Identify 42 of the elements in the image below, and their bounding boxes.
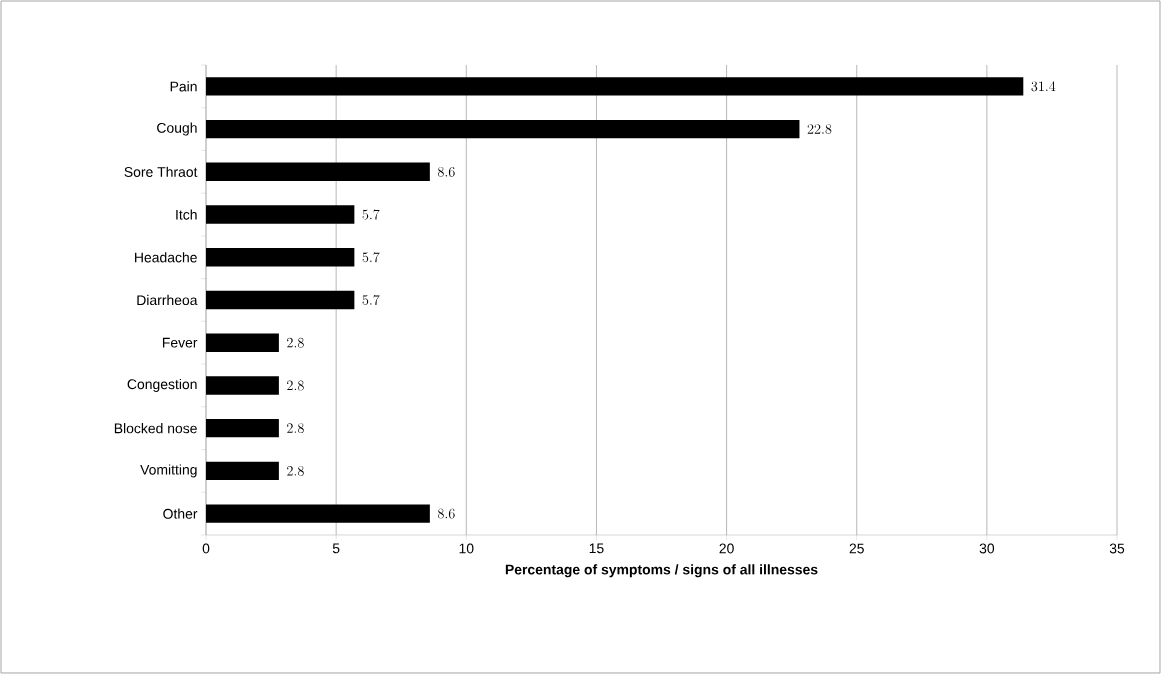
bar [206,504,430,523]
y-tick-label: Other [163,508,198,519]
y-tick-label: Itch [176,209,197,220]
x-tick-label: 0 [202,543,210,554]
bar [206,376,279,395]
y-tick-label: Blocked nose [114,423,197,434]
x-tick-label: 20 [719,543,734,554]
y-tick-label: Diarrheoa [137,294,198,306]
bar [206,162,430,181]
y-tick-label: Fever [162,337,198,348]
x-tick-label: 35 [1109,543,1125,554]
bar [206,119,800,139]
y-tick-label: Vomitting [140,464,197,478]
data-label: 5.7 [362,209,380,220]
bar [206,290,355,310]
bar [206,77,1024,96]
data-label: 8.6 [437,166,455,177]
data-label: 5.7 [362,294,380,305]
y-tick-label: Sore Thraot [124,166,198,177]
x-tick-label: 30 [979,543,995,554]
x-tick-label: 15 [589,543,604,554]
x-tick-label: 10 [459,543,474,554]
y-tick-label: Congestion [127,378,197,392]
y-tick-label: Headache [135,252,197,263]
x-tick-label: 5 [332,543,340,554]
bar [206,248,355,267]
bar [206,333,279,352]
data-label: 2.8 [287,423,304,434]
data-label: 22.8 [807,124,832,134]
data-label: 8.6 [437,508,455,519]
bar [206,205,355,224]
x-tick-label: 25 [849,543,864,554]
y-tick-label: Pain [170,81,197,92]
data-label: 31 .4 [1031,81,1056,92]
bar [206,461,279,481]
data-label: 5.7 [362,252,380,263]
bar [206,418,279,438]
data-label: 2.8 [287,380,304,391]
data-label: 2.8 [287,465,304,476]
data-label: 2.8 [287,337,304,348]
y-tick-label: Cough [157,122,197,136]
x-axis-title: Percentage of symptoms / signs of all illnesses [505,564,818,578]
